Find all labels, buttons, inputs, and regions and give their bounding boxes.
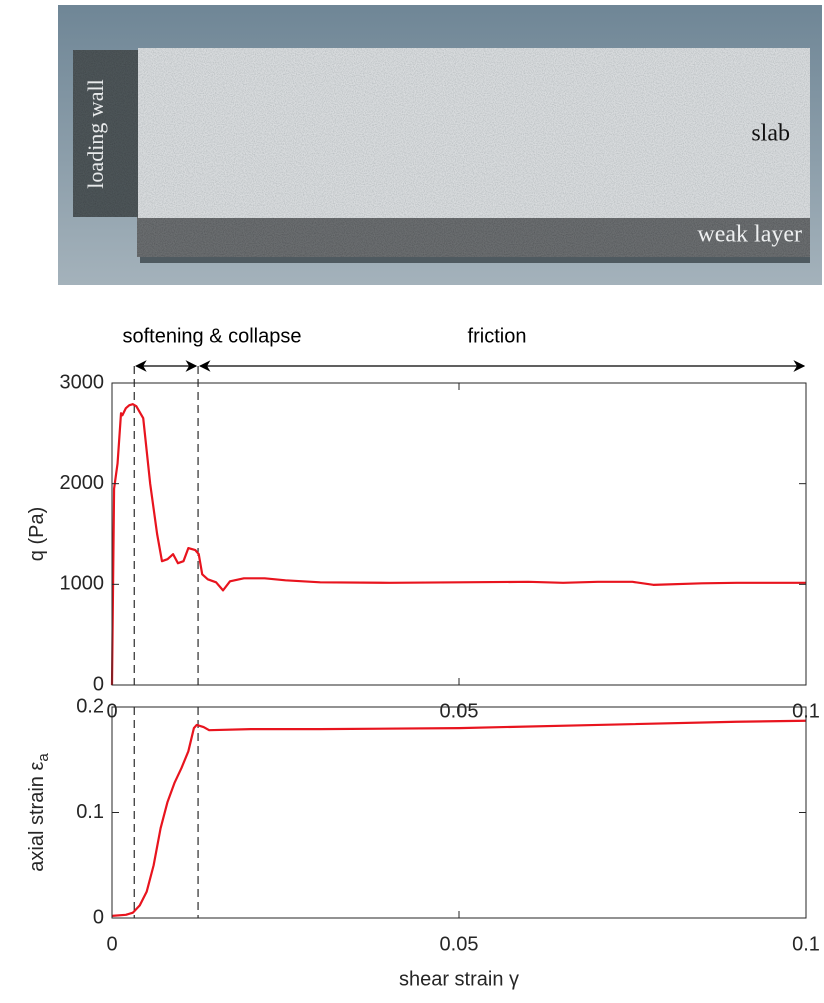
data-line [110,403,806,686]
annotation-label: friction [468,325,527,347]
y-tick-label: 0.1 [76,801,104,823]
data-line [111,719,807,917]
chart: 0 0.05 0.1 0 0.1 0.2 axial strain εa shear stra… [26,695,820,990]
y-axis-label: axial strain εa [26,753,52,872]
slab-label: slab [751,121,790,147]
axes-frame [111,382,807,686]
loading-wall-texture [73,50,138,217]
y-axis-label: q (Pa) [26,507,48,561]
axes-frame [111,706,807,919]
x-tick-label: 0 [106,933,117,955]
y-axis-label-text: axial strain ε [26,762,48,872]
y-tick-label: 2000 [60,472,105,494]
x-axis-label: shear strain γ [399,968,519,990]
y-tick-label: 0 [93,673,104,695]
slab-texture [138,48,810,218]
x-tick-label: 0.1 [792,933,820,955]
y-axis-label-text: q (Pa) [26,507,48,561]
y-tick-label: 0.2 [76,695,104,717]
y-tick-label: 1000 [60,573,105,595]
weak-layer-texture [137,217,810,257]
simulation-image: loading wall slab weak layer [58,5,822,285]
loading-wall-label: loading wall [83,79,108,188]
x-tick-label: 0.05 [440,933,479,955]
weak-layer-label: weak layer [697,222,802,248]
annotation-label: softening & collapse [122,325,301,347]
y-axis-label-subscript: a [35,753,52,762]
y-tick-label: 0 [93,906,104,928]
y-tick-label: 3000 [60,371,105,393]
base-strip [140,255,810,263]
